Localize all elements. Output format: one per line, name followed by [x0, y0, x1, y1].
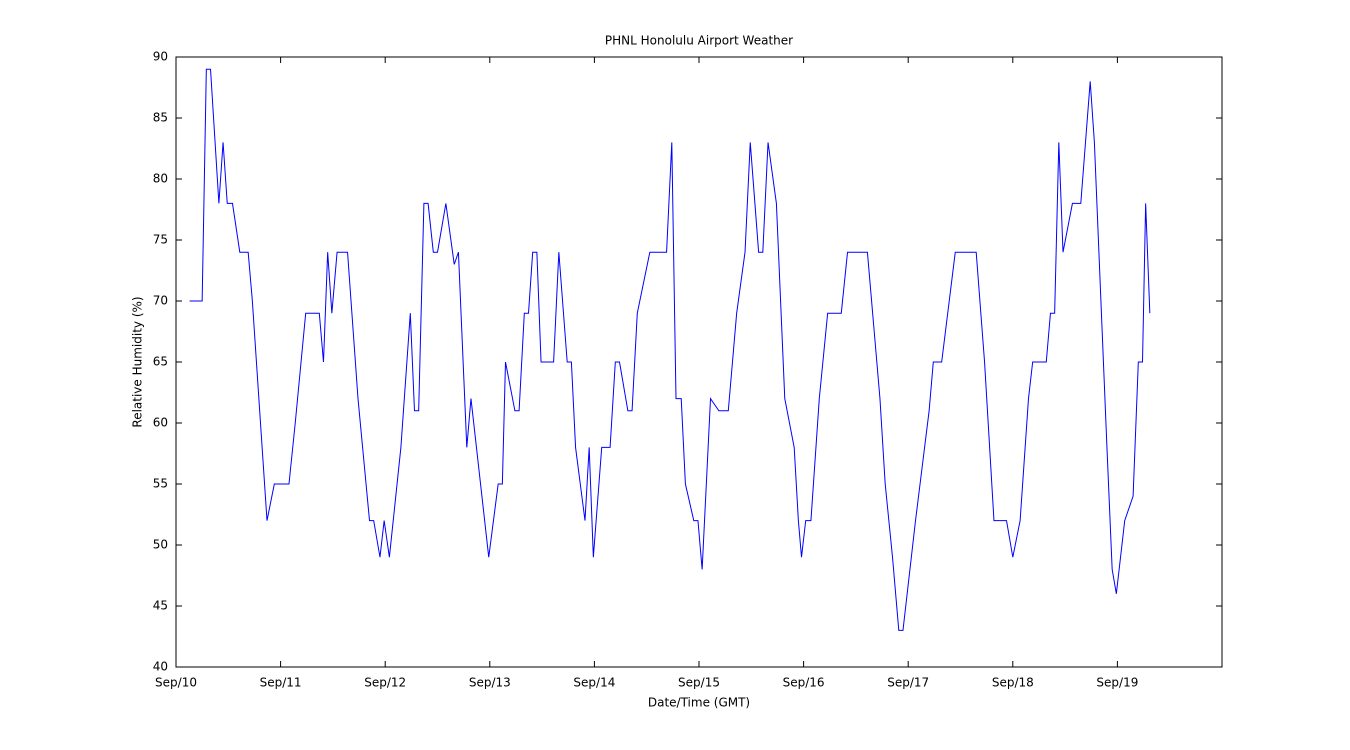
- x-tick-label: Sep/13: [469, 676, 511, 690]
- y-tick-label: 60: [153, 416, 168, 430]
- y-tick-label: 75: [153, 233, 168, 247]
- y-tick-label: 55: [153, 477, 168, 491]
- x-tick-label: Sep/15: [678, 676, 720, 690]
- x-axis-label: Date/Time (GMT): [648, 696, 750, 710]
- y-tick-label: 90: [153, 50, 168, 64]
- chart-title: PHNL Honolulu Airport Weather: [605, 34, 793, 48]
- x-tick-label: Sep/19: [1096, 676, 1138, 690]
- x-tick-label: Sep/14: [573, 676, 615, 690]
- x-tick-label: Sep/17: [887, 676, 929, 690]
- data-line: [189, 68, 1151, 631]
- x-tick-label: Sep/18: [992, 676, 1034, 690]
- y-tick-label: 45: [153, 599, 168, 613]
- y-tick-label: 85: [153, 111, 168, 125]
- y-tick-label: 40: [153, 660, 168, 674]
- x-tick-label: Sep/11: [260, 676, 302, 690]
- x-tick-label: Sep/16: [783, 676, 825, 690]
- plot-frame: [175, 56, 1223, 668]
- y-tick-label: 80: [153, 172, 168, 186]
- y-axis-label: Relative Humidity (%): [131, 296, 145, 427]
- y-tick-label: 65: [153, 355, 168, 369]
- y-tick-label: 50: [153, 538, 168, 552]
- x-tick-label: Sep/10: [155, 676, 197, 690]
- y-tick-label: 70: [153, 294, 168, 308]
- x-tick-label: Sep/12: [364, 676, 406, 690]
